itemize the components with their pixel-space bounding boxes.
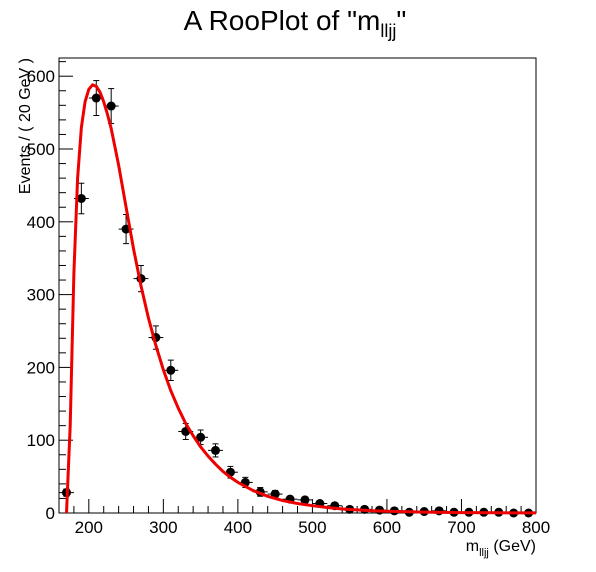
fit-curve <box>65 83 537 515</box>
y-tick-label: 300 <box>27 286 55 305</box>
data-point <box>297 495 313 505</box>
y-tick-label: 400 <box>27 213 55 232</box>
x-tick-label: 200 <box>75 518 103 537</box>
x-tick-label: 700 <box>447 518 475 537</box>
y-tick-label: 600 <box>27 67 55 86</box>
data-marker <box>211 445 221 455</box>
data-points <box>59 80 536 518</box>
plot-frame <box>58 57 537 514</box>
data-point <box>208 443 223 458</box>
data-point <box>73 182 89 215</box>
x-tick-label: 800 <box>522 518 550 537</box>
x-tick-label: 500 <box>298 518 326 537</box>
y-axis-label: Events / ( 20 GeV ) <box>17 58 34 194</box>
axis-ticks <box>58 61 537 514</box>
y-tick-label: 100 <box>27 431 55 450</box>
x-axis-label: mlljj (GeV) <box>466 538 536 559</box>
x-tick-label: 400 <box>224 518 252 537</box>
tick-labels: 200 300 400 500 600 700 800 0 100 200 300 400 500 600 <box>27 67 551 537</box>
data-marker <box>166 365 176 375</box>
data-marker <box>76 194 86 204</box>
y-tick-label: 500 <box>27 140 55 159</box>
data-marker <box>91 93 101 103</box>
data-marker <box>300 495 310 505</box>
y-tick-label: 0 <box>46 504 55 523</box>
data-marker <box>196 432 206 442</box>
data-point <box>163 359 179 382</box>
data-marker <box>106 101 116 111</box>
y-tick-label: 200 <box>27 358 55 377</box>
chart-title: A RooPlot of "mlljj" <box>184 5 407 41</box>
x-tick-label: 300 <box>149 518 177 537</box>
x-tick-label: 600 <box>373 518 401 537</box>
